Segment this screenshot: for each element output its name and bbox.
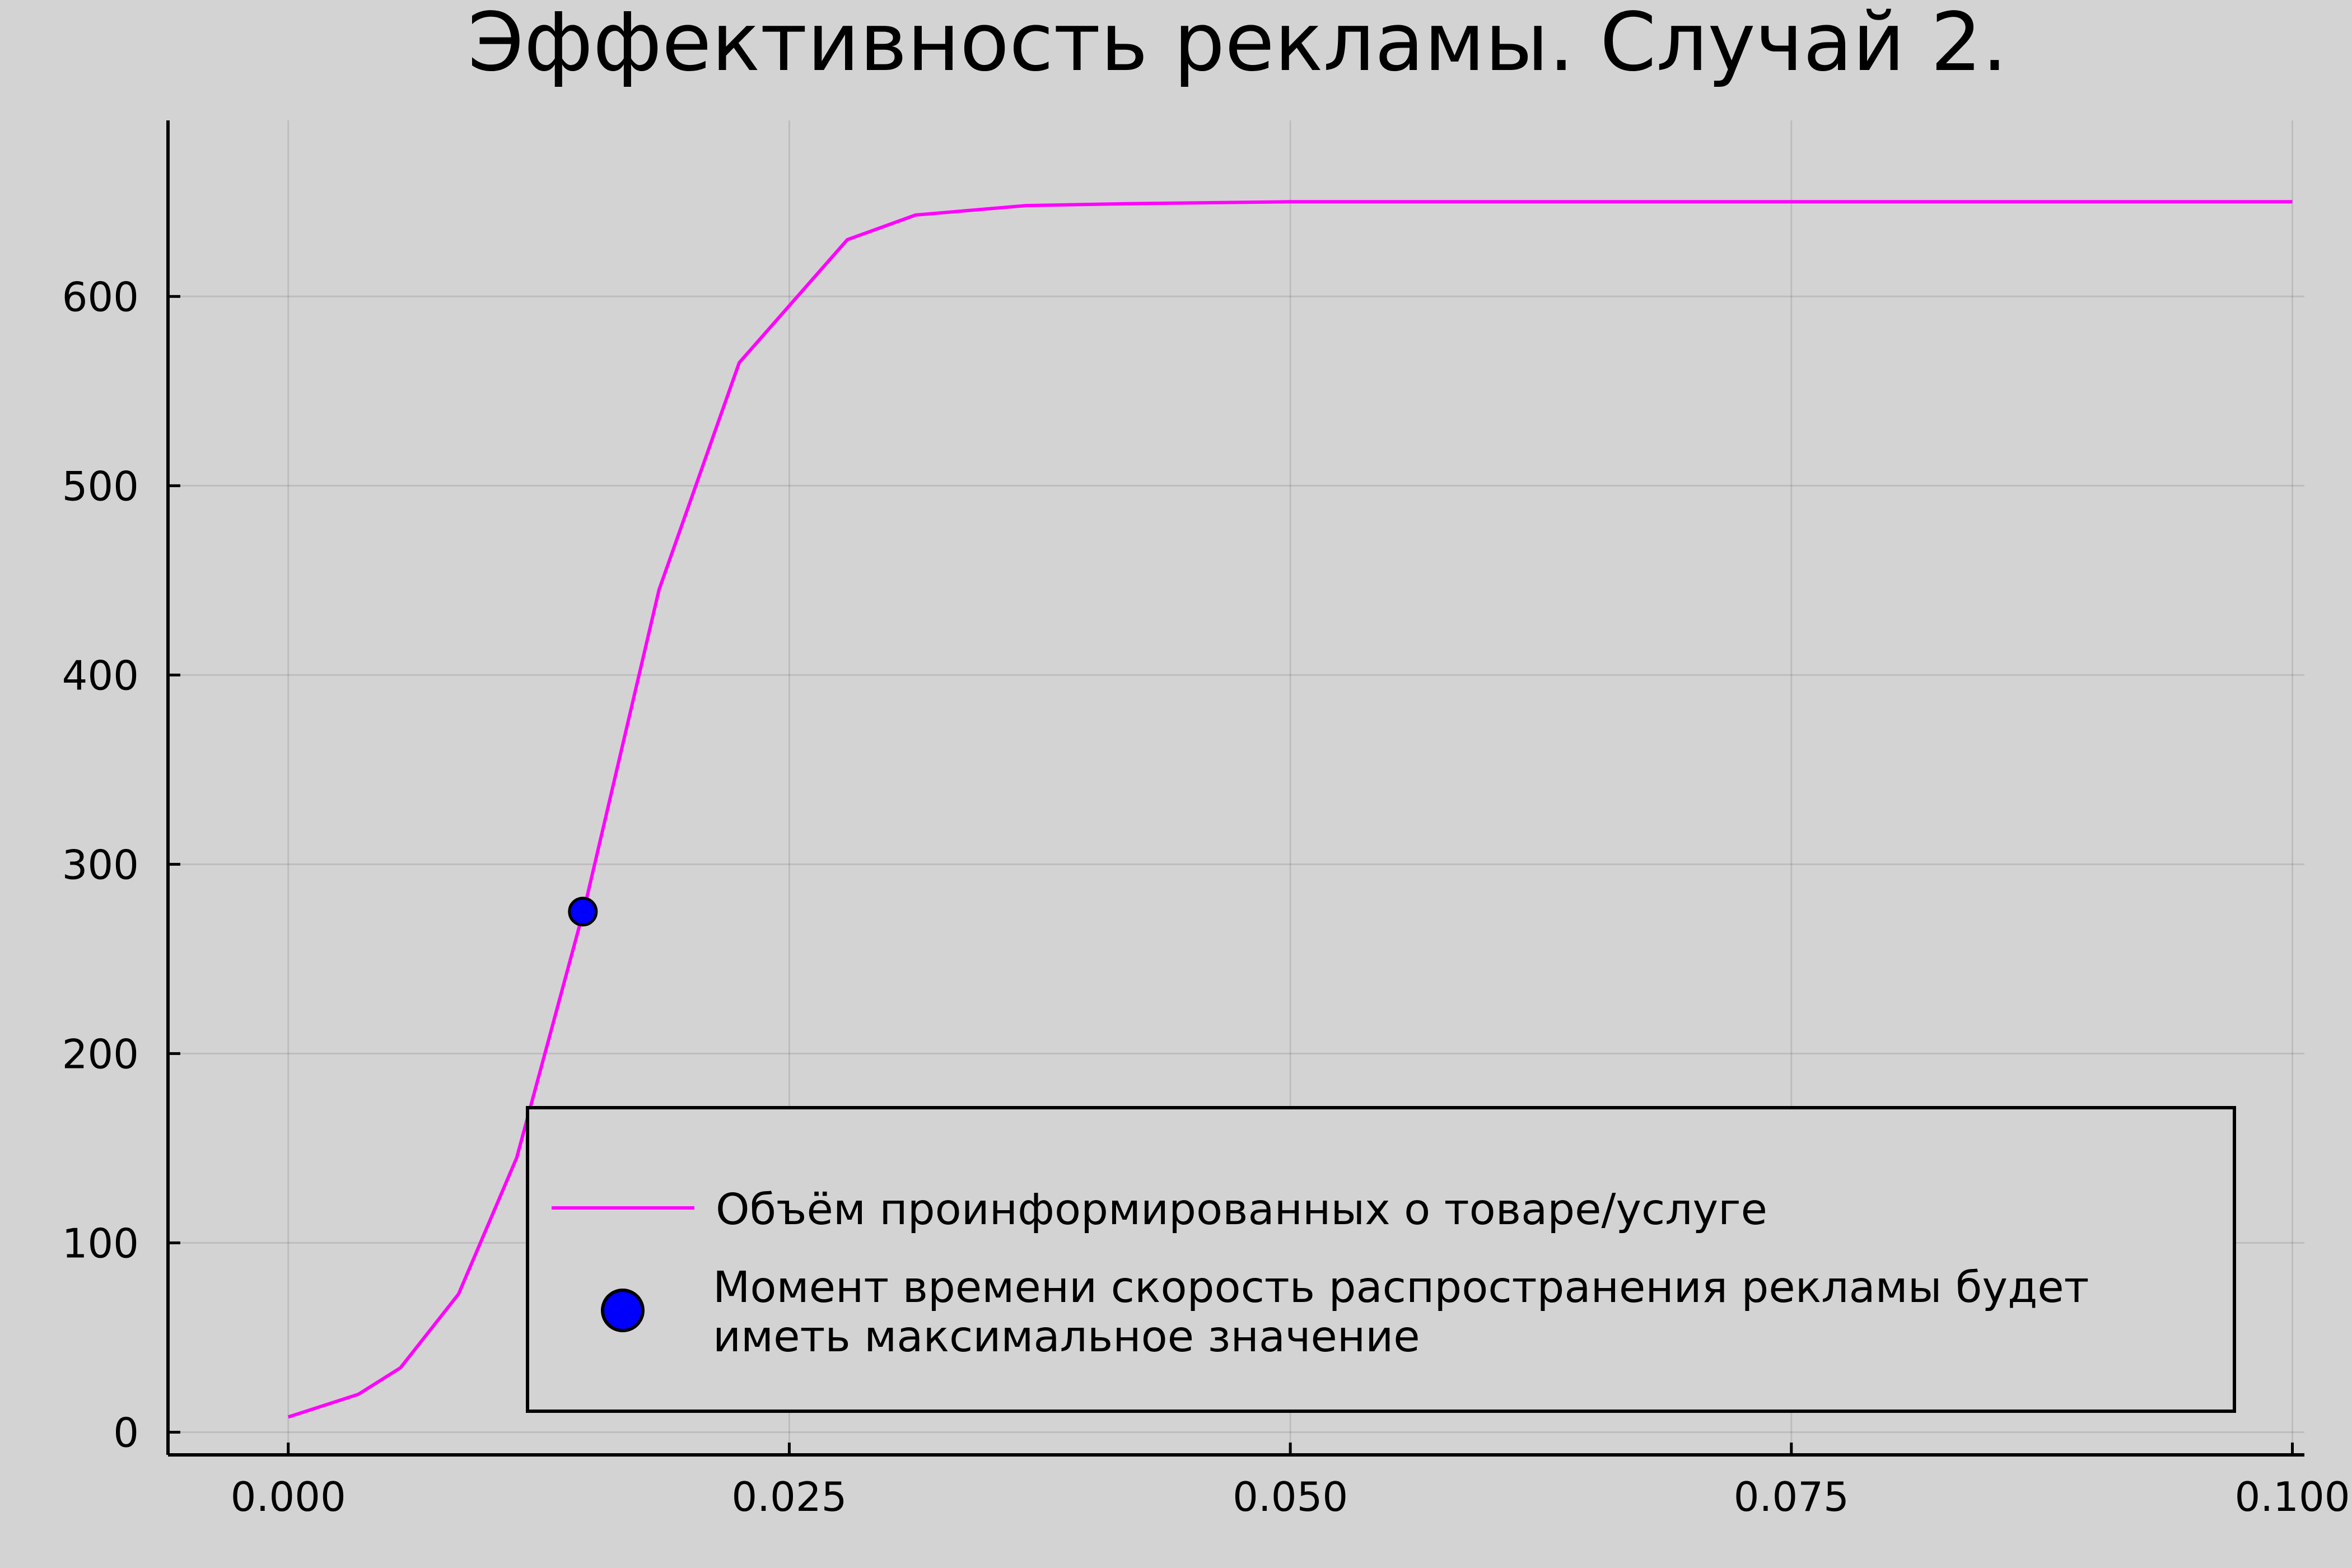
y-tick-label: 600 (62, 273, 139, 320)
y-tick-label: 100 (62, 1220, 139, 1267)
axes (166, 120, 2304, 1457)
x-tick-label: 0.025 (731, 1473, 847, 1520)
x-axis-ticks: 0.000 0.025 0.050 0.075 0.100 (231, 1443, 2350, 1520)
x-tick-label: 0.050 (1233, 1473, 1348, 1520)
chart-title: Эффективность рекламы. Случай 2. (468, 0, 2008, 89)
y-tick-label: 200 (62, 1030, 139, 1077)
series-line-informed (287, 200, 2293, 1419)
y-tick-label: 400 (62, 652, 139, 699)
legend-label-informed: Объём проинформированных о товаре/услуге (716, 1185, 1767, 1235)
max-rate-point (568, 897, 598, 927)
y-tick-label: 300 (62, 841, 139, 888)
y-tick-label: 0 (113, 1409, 139, 1456)
legend-label-max-rate: иметь максимальное значение (713, 1312, 1420, 1362)
legend: Объём проинформированных о товаре/услуге… (526, 1106, 2236, 1413)
legend-box (526, 1106, 2236, 1413)
legend-marker-swatch (601, 1289, 645, 1332)
x-tick-label: 0.100 (2234, 1473, 2350, 1520)
series-layer (287, 200, 2293, 1419)
legend-label-max-rate: Момент времени скорость распространения … (713, 1263, 2089, 1313)
y-axis-ticks: 0 100 200 300 400 500 600 (62, 273, 180, 1456)
grid (168, 120, 2304, 1455)
x-tick-label: 0.075 (1734, 1473, 1849, 1520)
x-tick-label: 0.000 (231, 1473, 346, 1520)
y-tick-label: 500 (62, 463, 139, 510)
